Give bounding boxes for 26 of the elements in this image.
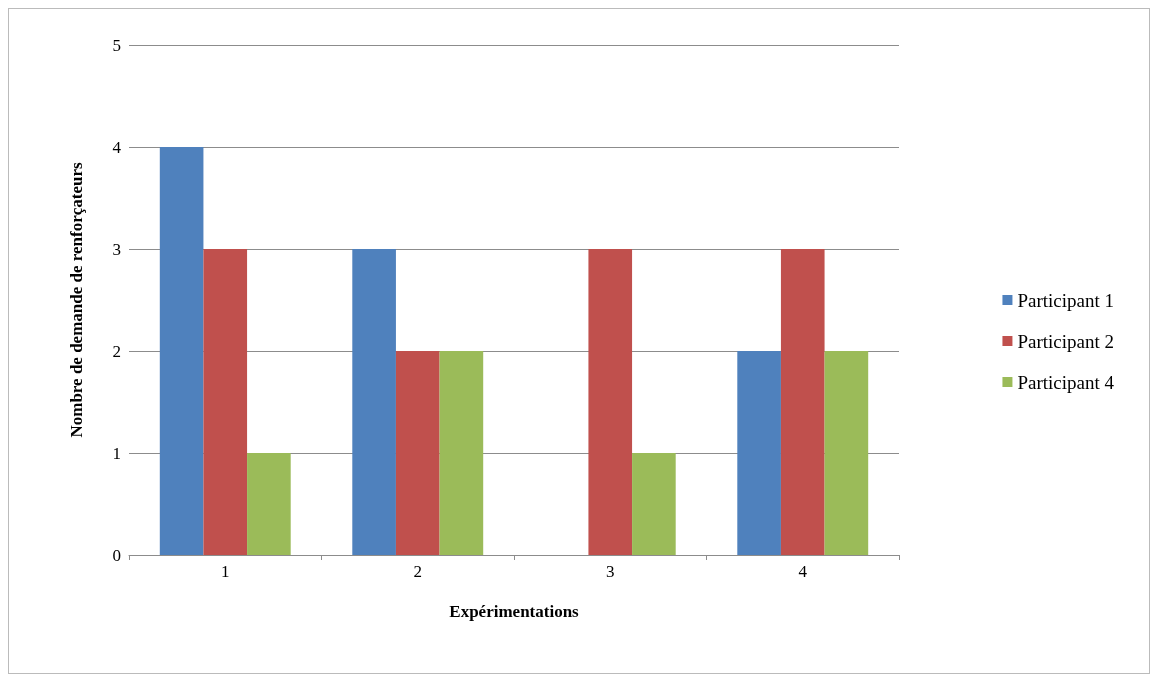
y-tick-label: 4: [112, 137, 122, 157]
bar: [395, 351, 440, 555]
bar: [632, 453, 676, 555]
x-tick-label: 1: [221, 562, 230, 581]
bar: [737, 351, 781, 555]
x-tick-label: 3: [606, 562, 615, 581]
bar: [247, 453, 291, 555]
y-tick-label: 2: [112, 341, 121, 361]
bar: [780, 249, 825, 555]
bar: [439, 351, 484, 555]
y-tick-label: 5: [112, 35, 121, 55]
bar: [824, 351, 869, 555]
x-tick-label: 4: [798, 562, 808, 581]
bar: [203, 249, 248, 555]
legend-label: Participant 2: [1017, 330, 1114, 352]
y-tick-label: 3: [112, 239, 121, 259]
x-axis-title: Expérimentations: [449, 602, 580, 621]
x-tick-label: 2: [413, 562, 422, 581]
bar: [588, 249, 633, 555]
legend-label: Participant 4: [1017, 371, 1115, 393]
y-tick-label: 1: [112, 443, 121, 463]
y-tick-label: 0: [112, 545, 121, 565]
y-axis-title: Nombre de demande de renforçateurs: [67, 162, 86, 438]
bar: [159, 147, 204, 555]
legend-label: Participant 1: [1017, 289, 1114, 311]
bar: [352, 249, 396, 555]
